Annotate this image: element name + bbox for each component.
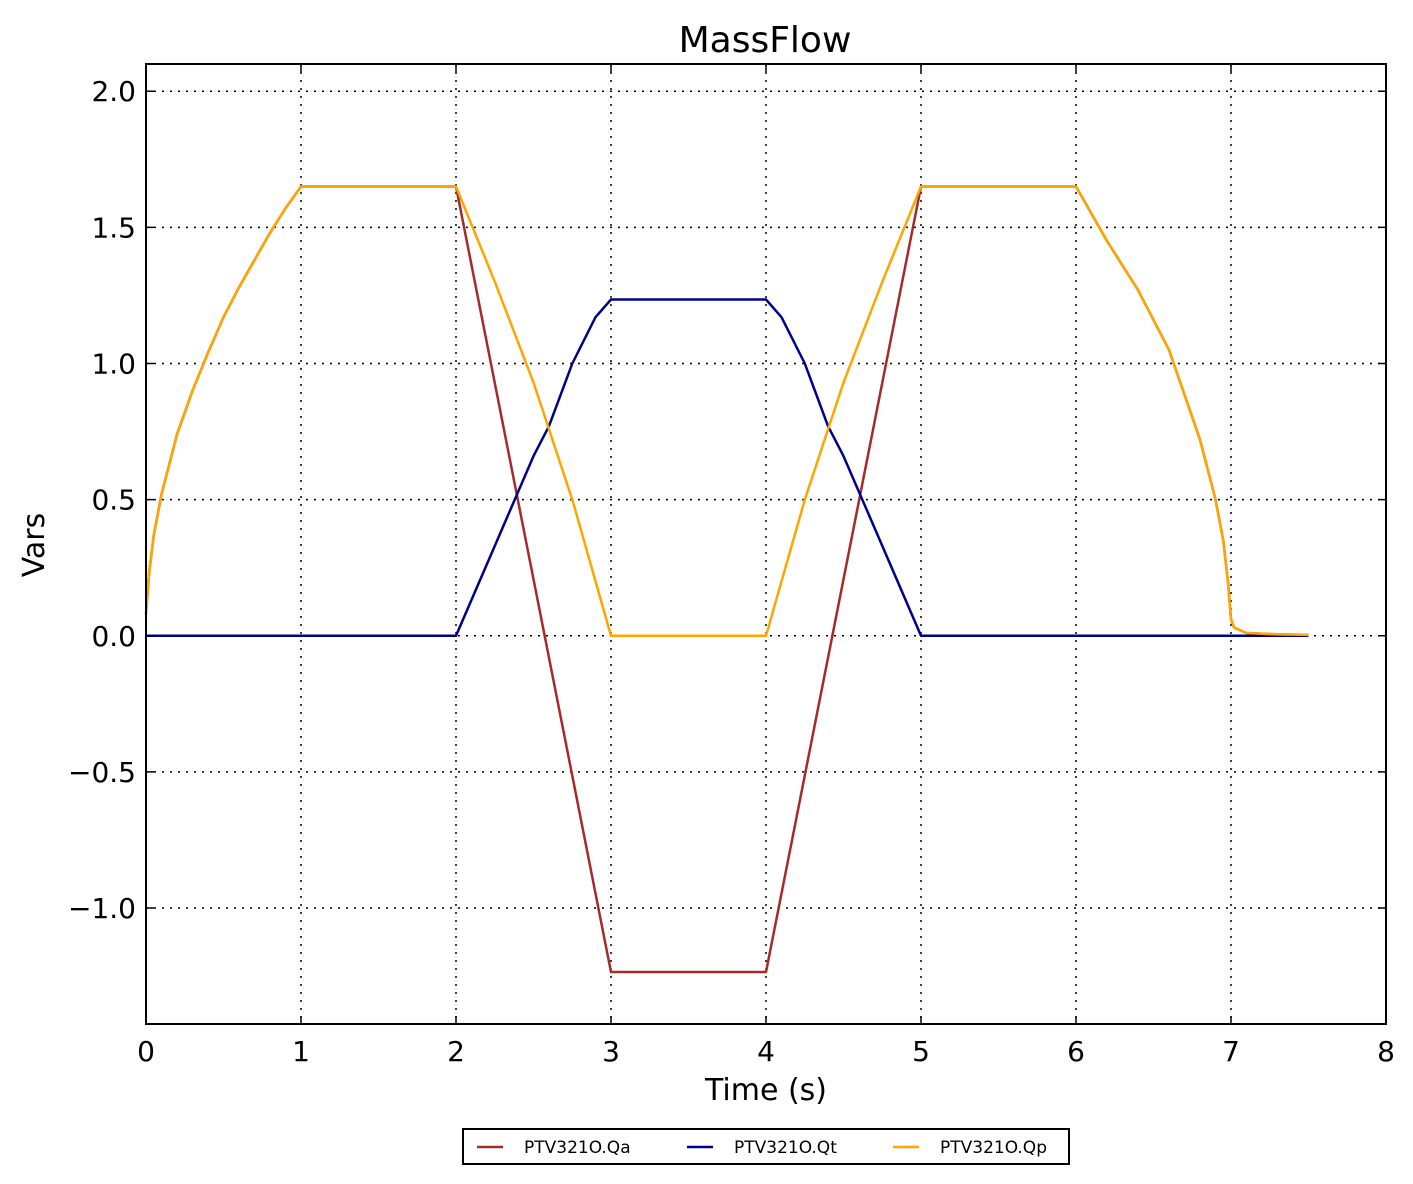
x-tick-label: 6	[1067, 1035, 1085, 1068]
legend: PTV321O.Qa PTV321O.Qt PTV321O.Qp	[462, 1128, 1070, 1165]
y-tick-label: 2.0	[91, 75, 136, 108]
y-tick-label: 0.0	[91, 620, 136, 653]
y-tick-label: 1.0	[91, 347, 136, 380]
x-tick-label: 8	[1377, 1035, 1395, 1068]
series-line-ptv321o-qt	[146, 298, 1309, 638]
x-axis-label: Time (s)	[704, 1073, 827, 1108]
axis-ticks: 0 1 2 3 4 5 6 7 8 −1.0 −0.5 0.0 0.5 1.0 1.5 2.0	[68, 64, 1395, 1068]
x-tick-label: 2	[447, 1035, 465, 1068]
x-tick-label: 3	[602, 1035, 620, 1068]
y-tick-label: −0.5	[68, 756, 136, 789]
grid	[146, 64, 1386, 1024]
x-tick-label: 0	[137, 1035, 155, 1068]
chart-title: MassFlow	[679, 20, 852, 61]
legend-frame	[462, 1128, 1070, 1165]
x-tick-label: 7	[1222, 1035, 1240, 1068]
x-tick-label: 4	[757, 1035, 775, 1068]
series-lines	[144, 185, 1309, 974]
legend-label: PTV321O.Qt	[734, 1138, 837, 1158]
legend-label: PTV321O.Qa	[524, 1138, 631, 1158]
y-tick-label: 0.5	[91, 484, 136, 517]
series-line-ptv321o-qa	[144, 185, 1309, 974]
y-tick-label: −1.0	[68, 892, 136, 925]
series-line-ptv321o-qp	[144, 185, 1309, 638]
x-tick-label: 5	[912, 1035, 930, 1068]
y-axis-label: Vars	[17, 513, 52, 578]
x-tick-label: 1	[292, 1035, 310, 1068]
y-tick-label: 1.5	[91, 211, 136, 244]
legend-label: PTV321O.Qp	[940, 1138, 1047, 1158]
